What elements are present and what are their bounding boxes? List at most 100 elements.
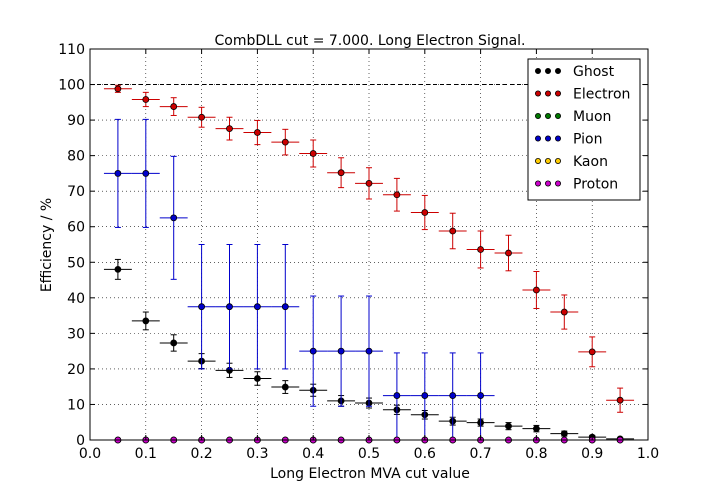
data-point <box>299 295 328 407</box>
x-tick-label: 0.7 <box>469 446 491 462</box>
marker <box>142 96 150 103</box>
chart-title: CombDLL cut = 7.000. Long Electron Signa… <box>214 33 525 49</box>
x-tick-label: 0.9 <box>581 446 603 462</box>
marker <box>477 246 485 253</box>
legend-marker <box>555 180 562 187</box>
y-tick-label: 0 <box>76 433 85 449</box>
marker <box>393 191 401 199</box>
legend-marker <box>545 135 552 142</box>
legend-label: Electron <box>573 87 630 103</box>
marker <box>226 303 233 311</box>
data-point <box>355 167 383 200</box>
legend-marker <box>545 180 552 187</box>
y-tick-label: 60 <box>67 220 85 236</box>
data-point <box>215 244 244 370</box>
y-tick-label: 70 <box>67 184 85 200</box>
marker <box>449 227 457 235</box>
data-point <box>327 295 356 407</box>
legend-label: Ghost <box>573 64 615 80</box>
x-tick-label: 0.4 <box>302 446 324 462</box>
marker <box>281 303 289 311</box>
marker <box>449 392 457 399</box>
marker <box>421 209 429 216</box>
marker <box>226 125 233 133</box>
data-point <box>131 311 160 331</box>
legend-marker <box>535 157 542 164</box>
legend-item-kaon: Kaon <box>535 154 608 170</box>
marker <box>533 425 540 433</box>
legend-item-electron: Electron <box>535 87 630 103</box>
legend-label: Muon <box>573 109 611 125</box>
marker <box>309 150 317 157</box>
marker <box>421 392 429 399</box>
data-point <box>466 230 495 269</box>
legend-marker <box>555 113 562 120</box>
marker <box>253 303 261 311</box>
data-point <box>271 128 300 156</box>
data-point <box>438 352 467 441</box>
marker <box>337 169 345 177</box>
tick-labels: 0.0 0.1 0.2 0.3 0.4 0.5 0.6 0.7 0.8 0.9 1.0 0 10 20 30… <box>58 42 659 462</box>
x-tick-label: 0.5 <box>358 446 380 462</box>
legend-marker <box>535 135 542 142</box>
y-tick-label: 80 <box>67 149 85 165</box>
data-point <box>187 106 216 128</box>
marker <box>505 249 512 257</box>
axis-ticks <box>89 48 649 441</box>
legend-item-muon: Muon <box>535 109 611 125</box>
marker <box>365 179 373 187</box>
marker <box>198 113 206 121</box>
data-point <box>550 294 579 330</box>
data-point <box>103 118 132 228</box>
legend-marker <box>535 180 542 187</box>
marker <box>142 170 150 177</box>
legend-box <box>527 58 641 201</box>
y-tick-label: 50 <box>67 255 85 271</box>
legend-marker <box>555 157 562 164</box>
marker <box>365 347 373 355</box>
legend-marker <box>555 90 562 97</box>
legend-marker <box>555 68 562 75</box>
data-point <box>494 234 523 272</box>
data-point <box>494 422 523 431</box>
x-tick-label: 0.0 <box>79 446 101 462</box>
data-point <box>299 139 328 168</box>
y-tick-label: 100 <box>58 78 85 94</box>
data-point <box>103 84 132 93</box>
y-tick-label: 20 <box>67 362 85 378</box>
data-point <box>382 177 411 212</box>
data-point <box>159 334 188 352</box>
data-point <box>131 118 160 228</box>
y-tick-label: 30 <box>67 326 85 342</box>
data-point <box>271 244 300 370</box>
x-tick-label: 0.1 <box>135 446 157 462</box>
marker <box>253 129 261 136</box>
legend-marker <box>535 90 542 97</box>
data-series <box>103 84 635 444</box>
x-tick-label: 0.8 <box>525 446 547 462</box>
marker <box>170 103 178 110</box>
data-point <box>159 97 188 116</box>
data-point <box>578 336 607 368</box>
data-point <box>103 258 132 280</box>
data-point <box>243 371 272 386</box>
marker <box>393 392 401 399</box>
data-point <box>187 244 216 370</box>
legend-item-pion: Pion <box>535 132 602 148</box>
x-axis-label: Long Electron MVA cut value <box>270 466 470 482</box>
data-point <box>550 430 579 438</box>
legend-label: Pion <box>573 132 602 148</box>
legend: Ghost Electron Muon Pion Kaon Proton <box>527 58 641 201</box>
legend-marker <box>535 68 542 75</box>
data-point <box>159 155 188 280</box>
legend-label: Kaon <box>573 154 608 170</box>
data-point <box>438 212 467 250</box>
marker <box>114 265 122 273</box>
y-tick-label: 90 <box>67 113 85 129</box>
series-electron <box>103 84 635 413</box>
marker <box>560 430 568 438</box>
marker <box>560 308 568 316</box>
marker <box>170 339 178 347</box>
